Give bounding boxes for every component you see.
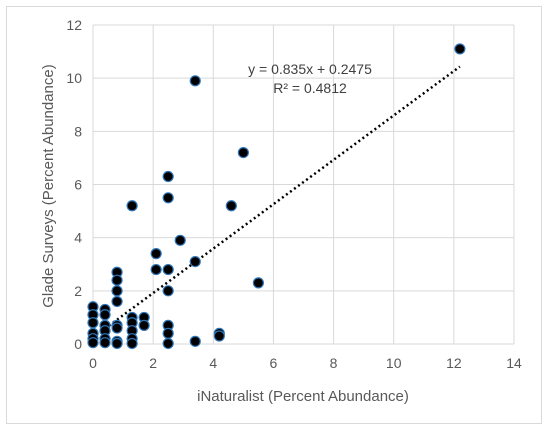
data-point [162, 170, 174, 183]
data-point [87, 337, 99, 349]
data-point [252, 277, 264, 289]
x-tick-label: 0 [89, 355, 97, 371]
y-tick-label: 4 [74, 230, 82, 246]
y-tick-label: 8 [74, 123, 82, 139]
x-tick-label: 12 [446, 355, 462, 371]
x-tick-label: 2 [149, 355, 157, 371]
trendline-r-squared: R² = 0.4812 [273, 80, 347, 96]
data-point [111, 295, 123, 308]
y-tick-label: 10 [66, 70, 82, 86]
data-point [150, 263, 162, 276]
x-tick-label: 10 [386, 355, 402, 371]
data-point [225, 200, 237, 212]
chart-frame [6, 6, 542, 424]
data-point [189, 255, 201, 268]
data-point [111, 322, 123, 334]
data-point [150, 248, 162, 260]
data-point [162, 263, 174, 276]
data-points [87, 43, 466, 350]
data-point [99, 309, 111, 321]
data-point [189, 75, 201, 87]
data-point [111, 337, 123, 350]
x-tick-label: 4 [209, 355, 217, 371]
x-tick-label: 14 [506, 355, 522, 371]
data-point [126, 337, 138, 350]
data-point [138, 319, 150, 331]
data-point [99, 337, 111, 349]
trendline [104, 65, 461, 330]
data-point [174, 234, 186, 246]
data-point [237, 147, 249, 159]
data-point [213, 330, 225, 342]
y-tick-label: 6 [74, 177, 82, 193]
trendline-equation: y = 0.835x + 0.2475 [248, 61, 372, 77]
y-tick-labels: 0 2 4 6 8 10 12 [66, 17, 82, 352]
data-point [87, 317, 99, 329]
data-point [126, 200, 138, 212]
x-tick-label: 8 [330, 355, 338, 371]
data-point [162, 327, 174, 339]
x-tick-label: 6 [270, 355, 278, 371]
data-point [162, 192, 174, 204]
data-point [454, 43, 466, 55]
data-point [162, 285, 174, 297]
y-tick-label: 0 [74, 336, 82, 352]
y-tick-label: 12 [66, 17, 82, 33]
x-tick-labels: 0 2 4 6 8 10 12 14 [89, 355, 522, 371]
data-point [111, 285, 123, 297]
data-point [162, 337, 174, 350]
y-tick-label: 2 [74, 283, 82, 299]
y-axis-title: Glade Surveys (Percent Abundance) [40, 64, 57, 307]
data-point [111, 274, 123, 286]
data-point [189, 335, 201, 347]
x-axis-title: iNaturalist (Percent Abundance) [197, 388, 409, 405]
